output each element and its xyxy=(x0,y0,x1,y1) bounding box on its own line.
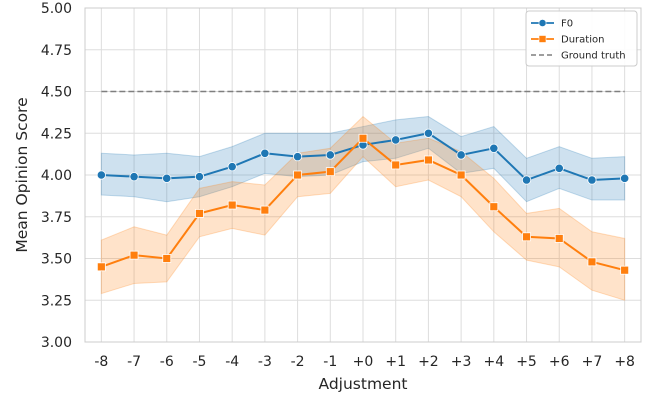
x-tick-label: -7 xyxy=(127,354,141,370)
x-tick-label: +3 xyxy=(451,354,472,370)
data-point-f0 xyxy=(587,175,597,185)
confidence-bands xyxy=(100,115,626,301)
data-point-duration xyxy=(96,262,106,272)
x-tick-labels: -8 -7 -6 -5 -4 -3 -2 -1 +0 +1 +2 +3 +4 +5 +6 +7 +8 xyxy=(94,354,635,370)
legend-marker xyxy=(538,19,547,27)
y-tick-label: 3.25 xyxy=(41,293,72,309)
x-axis-label: Adjustment xyxy=(319,375,408,393)
legend-box xyxy=(525,10,638,67)
data-point-duration xyxy=(293,170,302,180)
x-tick-label: +6 xyxy=(549,354,570,370)
y-tick-label: 3.75 xyxy=(41,210,72,226)
x-tick-label: +1 xyxy=(385,354,406,370)
data-point-duration xyxy=(129,250,139,260)
x-tick-label: -3 xyxy=(258,354,272,370)
ci-band-f0 xyxy=(100,116,626,203)
ci-band-duration xyxy=(100,115,626,301)
data-point-duration xyxy=(489,202,499,212)
data-point-f0 xyxy=(194,172,205,182)
x-tick-label: +4 xyxy=(484,354,505,370)
data-point-f0 xyxy=(423,128,434,138)
legend-label: Duration xyxy=(561,35,604,46)
data-point-duration xyxy=(620,265,630,275)
data-point-duration xyxy=(227,200,237,210)
y-tick-label: 4.00 xyxy=(41,168,72,184)
data-point-f0 xyxy=(227,162,237,172)
data-point-f0 xyxy=(129,172,139,182)
x-tick-label: +2 xyxy=(418,354,439,370)
x-tick-label: +0 xyxy=(353,354,374,370)
x-tick-label: +7 xyxy=(582,354,603,370)
y-axis-label: Mean Opinion Score xyxy=(13,97,31,252)
y-tick-label: 3.00 xyxy=(41,335,72,351)
data-point-f0 xyxy=(162,173,172,183)
plot-frame xyxy=(84,7,642,343)
legend: F0 Duration Ground truth xyxy=(525,10,638,67)
legend-marker xyxy=(538,35,547,43)
data-point-duration xyxy=(522,232,531,242)
y-tick-label: 5.00 xyxy=(41,1,72,17)
x-tick-label: -8 xyxy=(94,354,108,370)
x-tick-label: +8 xyxy=(614,354,635,370)
data-point-duration xyxy=(587,257,597,267)
data-point-f0 xyxy=(292,152,303,162)
y-tick-label: 4.50 xyxy=(41,85,72,101)
data-point-duration xyxy=(162,254,172,263)
data-point-duration xyxy=(260,205,270,215)
legend-label: Ground truth xyxy=(561,51,626,62)
x-tick-label: +5 xyxy=(516,354,537,370)
data-point-f0 xyxy=(489,143,499,153)
data-point-duration xyxy=(195,209,204,218)
data-point-f0 xyxy=(521,175,532,185)
y-tick-labels: 3.00 3.25 3.50 3.75 4.00 4.25 4.50 4.75 5.00 xyxy=(41,1,72,351)
x-tick-label: -4 xyxy=(225,354,239,370)
data-point-duration xyxy=(391,160,401,170)
data-point-duration xyxy=(554,234,564,243)
y-tick-label: 4.75 xyxy=(41,43,72,59)
data-point-f0 xyxy=(391,135,401,145)
data-point-duration xyxy=(358,133,368,143)
legend-label: F0 xyxy=(561,19,573,30)
x-tick-label: -1 xyxy=(323,354,337,370)
y-tick-label: 4.25 xyxy=(41,126,72,142)
data-point-f0 xyxy=(554,163,564,173)
data-point-duration xyxy=(325,167,335,177)
data-point-f0 xyxy=(260,148,270,158)
data-point-duration xyxy=(424,155,433,165)
series-markers xyxy=(96,128,630,275)
data-point-f0 xyxy=(620,173,630,183)
data-point-f0 xyxy=(325,150,335,160)
x-tick-label: -5 xyxy=(192,354,206,370)
data-point-f0 xyxy=(96,170,106,180)
x-tick-label: -6 xyxy=(160,354,174,370)
x-tick-label: -2 xyxy=(291,354,305,370)
data-point-f0 xyxy=(456,150,466,160)
y-tick-label: 3.50 xyxy=(41,252,72,268)
data-point-duration xyxy=(456,170,466,180)
